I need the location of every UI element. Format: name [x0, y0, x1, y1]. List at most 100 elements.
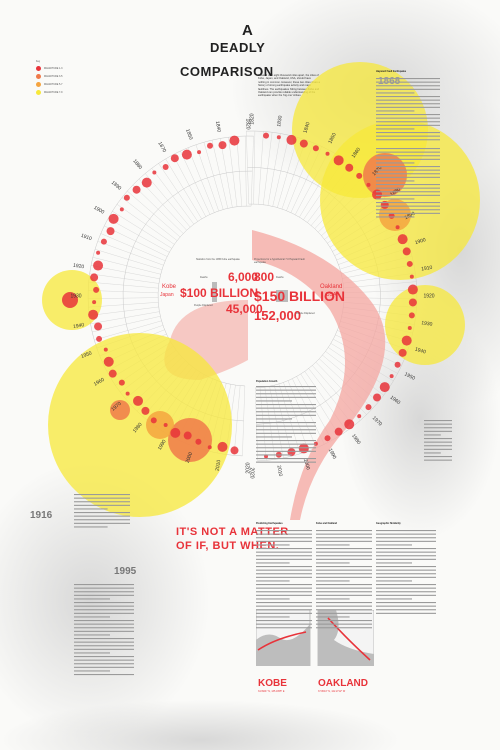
oakland-year-label: 1930 — [421, 320, 433, 328]
hayward-text-line — [376, 85, 440, 87]
predicting-text-line — [256, 540, 312, 542]
kobe-1995-text-line — [74, 616, 110, 618]
oakland-quake-dot — [312, 145, 319, 152]
kobe-oakland-text-line — [316, 620, 372, 622]
oakland-quake-dot — [333, 155, 344, 166]
kobe-quake-1995 — [48, 333, 232, 517]
hayward-text-line — [376, 184, 440, 186]
predicting-text-line — [256, 530, 312, 532]
geographic-text-line — [376, 584, 436, 586]
kobe-quake-dot — [123, 194, 130, 201]
oakland-year-label: 1910 — [421, 265, 433, 273]
kobe-quake-dot — [100, 238, 107, 245]
kobe-1995-text-line — [74, 670, 110, 672]
kobe-caption-line — [74, 526, 108, 528]
kobe-caption-line — [74, 512, 130, 514]
title-line1: A — [242, 22, 254, 39]
legend-swatch — [36, 82, 41, 87]
predicting-text-line — [256, 548, 312, 550]
legend-label: MAGNITUDE 3-5 — [44, 75, 63, 78]
geographic-text-line — [376, 587, 436, 589]
hayward-text-line — [376, 132, 440, 134]
kobe-oakland-text-line — [316, 605, 372, 607]
hayward-text-line — [376, 216, 415, 218]
oakland-quake-dot — [357, 414, 362, 419]
hayward-text-line — [376, 135, 440, 137]
kobe-oakland-text-line — [316, 551, 372, 553]
predicting-text-line — [256, 616, 290, 618]
kobe-oakland-text-line — [316, 562, 350, 564]
hayward-text-line — [376, 81, 440, 83]
oakland-quake-dot — [394, 361, 401, 368]
kobe-oakland-text-line — [316, 566, 372, 568]
kobe-1995-text-line — [74, 591, 134, 593]
predicting-text-line — [256, 580, 290, 582]
kobe-quake-dot — [229, 135, 240, 146]
oakland-quake-dot — [276, 135, 281, 140]
oakland-quake-dot — [287, 448, 296, 457]
side-note-line — [424, 452, 441, 454]
legend: Key MAGNITUDE 1-3 MAGNITUDE 3-5 MAGNITUDE … — [36, 60, 126, 95]
oakland-quake-dot — [324, 435, 331, 442]
legend-swatch — [36, 90, 41, 95]
kobe-1995-text-line — [74, 648, 134, 650]
oakland-year-label: 1820 — [249, 113, 255, 124]
legend-label: MAGNITUDE 7-9 — [44, 91, 63, 94]
kobe-oakland-text-line — [316, 598, 350, 600]
hayward-text-line — [376, 92, 415, 94]
kobe-oakland-text-line — [316, 576, 372, 578]
kobe-1995-text-line — [74, 627, 134, 629]
kobe-quake-dot — [150, 417, 157, 424]
year-marker-right: 1868 — [378, 76, 401, 87]
kobe-year-label: 1850 — [184, 128, 194, 141]
hayward-text-line — [376, 212, 440, 214]
hayward-text-line — [376, 205, 440, 207]
legend-item: MAGNITUDE 3-5 — [36, 74, 126, 79]
kobe-oakland-text-line — [316, 548, 372, 550]
hayward-text-line — [376, 209, 440, 211]
geographic-text-line — [376, 591, 436, 593]
population-text-line — [256, 429, 316, 431]
legend-label: MAGNITUDE 1-3 — [44, 67, 63, 70]
oakland-displaced-label: People Displaced — [296, 312, 315, 315]
oakland-quake-dot — [263, 132, 270, 139]
kobe-oakland-text-line — [316, 594, 372, 596]
section-heading-predicting: Predicting Earthquakes — [256, 522, 283, 525]
population-text-line — [256, 400, 292, 402]
kobe-quake-dot — [103, 347, 108, 352]
hayward-text-line — [376, 155, 440, 157]
geographic-text-line — [376, 576, 436, 578]
kobe-oakland-text-line — [316, 558, 372, 560]
oakland-year-label: 1860 — [351, 147, 363, 160]
kobe-oakland-text-line — [316, 573, 372, 575]
kobe-oakland-text-line — [316, 537, 372, 539]
oakland-quake-dot — [408, 298, 417, 307]
kobe-oakland-text-line — [316, 580, 350, 582]
hayward-text-line — [376, 176, 440, 178]
kobe-1995-text-line — [74, 666, 134, 668]
kobe-oakland-text-line — [316, 555, 372, 557]
kobe-1995-text-line — [74, 674, 134, 676]
oakland-quake-dot — [407, 326, 412, 331]
hayward-text-line — [376, 158, 440, 160]
kobe-oakland-text-line — [316, 602, 372, 604]
kobe-intro: Statistics from the 1995 Kobe earthquake — [196, 258, 240, 261]
legend-item: MAGNITUDE 5-7 — [36, 82, 126, 87]
oakland-year-label: 1840 — [302, 121, 311, 134]
hayward-text-line — [376, 180, 415, 182]
kobe-1995-text-line — [74, 630, 134, 632]
year-marker-bottom: 1995 — [114, 566, 137, 577]
oakland-quake-dot — [408, 312, 415, 319]
hayward-text-line — [376, 166, 440, 168]
oakland-deaths-label: Deaths — [276, 276, 284, 279]
kobe-1995-text-line — [74, 623, 134, 625]
geographic-text-line — [376, 598, 412, 600]
population-text-line — [256, 404, 316, 406]
population-text-line — [256, 461, 316, 463]
kobe-1995-text-line — [74, 587, 134, 589]
population-text-line — [256, 411, 316, 413]
oakland-year-label: 1990 — [327, 448, 337, 461]
oakland-quake-dot — [366, 182, 371, 187]
kobe-year-label: 1880 — [131, 158, 143, 171]
kobe-quake-dot — [197, 150, 202, 155]
